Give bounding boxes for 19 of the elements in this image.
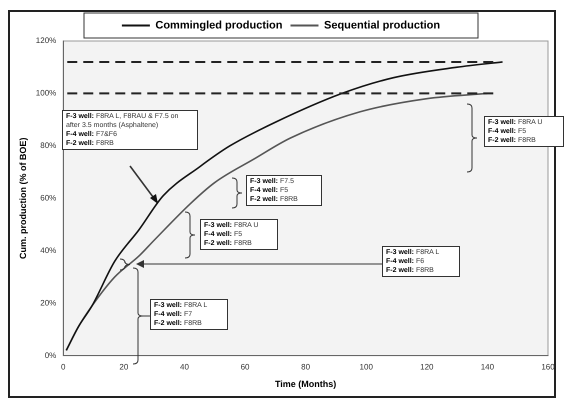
x-tick-label: 60 — [240, 362, 250, 372]
x-tick-label: 120 — [420, 362, 434, 372]
y-tick-label: 40% — [40, 246, 56, 255]
y-tick-label: 100% — [36, 88, 56, 98]
x-tick-label: 40 — [180, 362, 190, 372]
y-tick-label: 0% — [44, 350, 56, 360]
x-tick-label: 20 — [119, 362, 129, 372]
y-tick-label: 80% — [40, 141, 56, 150]
y-axis-title: Cum. production (% of BOE) — [18, 138, 28, 260]
legend-label: Sequential production — [324, 20, 440, 32]
x-tick-label: 80 — [301, 362, 311, 372]
x-tick-label: 140 — [480, 362, 495, 372]
y-tick-label: 20% — [40, 298, 56, 308]
x-tick-label: 100 — [360, 362, 374, 372]
y-tick-label: 60% — [40, 194, 56, 203]
legend-label: Commingled production — [155, 20, 283, 32]
y-tick-label: 120% — [36, 36, 56, 46]
x-tick-label: 0 — [61, 362, 66, 372]
x-axis-title: Time (Months) — [274, 379, 336, 390]
